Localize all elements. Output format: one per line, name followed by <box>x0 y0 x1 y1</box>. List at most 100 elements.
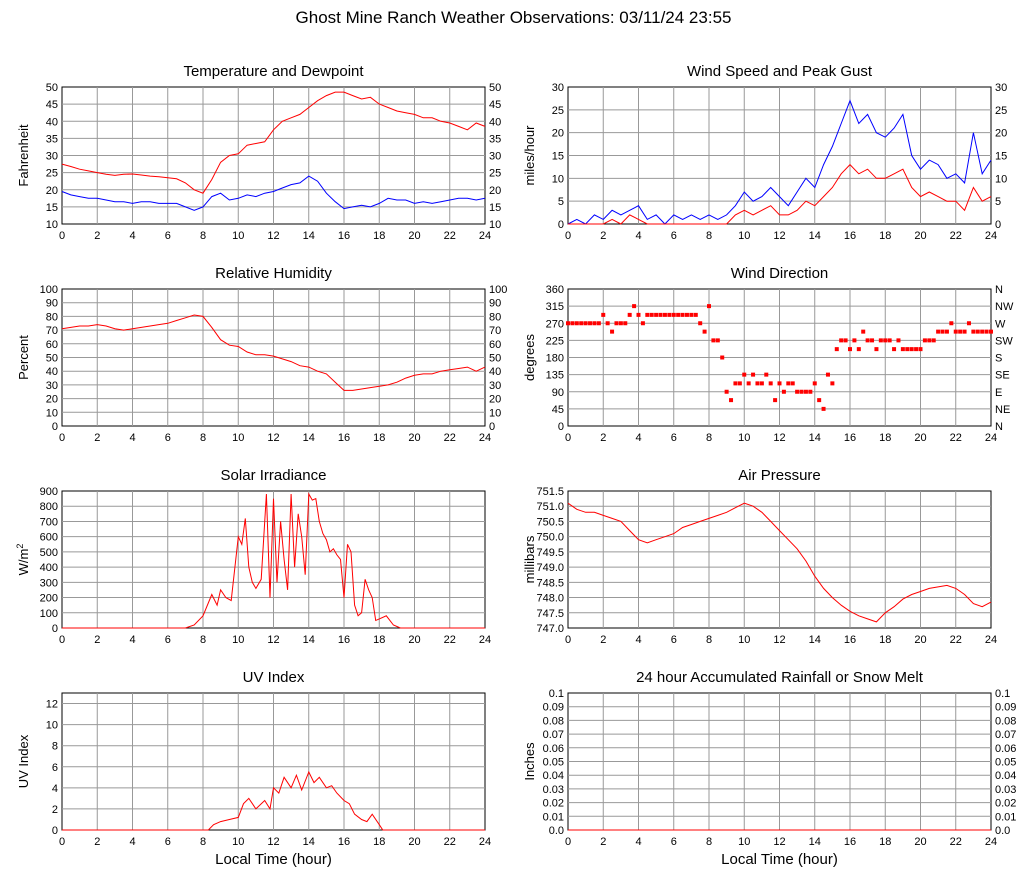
temp-x-tick-label: 18 <box>373 230 385 242</box>
dir-point <box>773 398 778 403</box>
pressure-y-tick-label: 747.5 <box>536 608 564 620</box>
solar-y-axis-label: W/m2 <box>15 544 31 576</box>
dir-x-tick-label: 24 <box>985 432 997 444</box>
dir-point <box>737 381 742 386</box>
solar-y-tick-label: 200 <box>40 593 58 605</box>
wind-right-tick-label: 20 <box>995 128 1007 140</box>
dir-point <box>698 321 703 326</box>
dir-point <box>927 338 932 343</box>
dir-x-tick-label: 10 <box>738 432 750 444</box>
dir-point <box>825 372 830 377</box>
dir-point <box>887 338 892 343</box>
wind-y-axis-label: miles/hour <box>522 125 537 186</box>
wind-x-tick-label: 16 <box>844 230 856 242</box>
dir-point <box>790 381 795 386</box>
rh-y-tick-label: 60 <box>46 339 58 351</box>
dir-point <box>821 406 826 411</box>
dir-point <box>724 389 729 394</box>
solar-x-tick-label: 8 <box>200 634 206 646</box>
temp-y-tick-label: 45 <box>46 99 58 111</box>
solar-y-tick-label: 400 <box>40 562 58 574</box>
pressure-y-tick-label: 751.0 <box>536 501 564 513</box>
pressure-y-tick-label: 749.5 <box>536 547 564 559</box>
wind-x-tick-label: 4 <box>635 230 641 242</box>
solar-y-tick-label: 700 <box>40 516 58 528</box>
dir-right-tick-label: NE <box>995 404 1010 416</box>
pressure-y-axis-label: millibars <box>522 535 537 583</box>
dir-point <box>574 321 579 326</box>
pressure-x-tick-label: 0 <box>565 634 571 646</box>
dir-point <box>592 321 597 326</box>
temp-x-tick-label: 4 <box>129 230 135 242</box>
temp-y-tick-label: 30 <box>46 151 58 163</box>
rain-x-tick-label: 2 <box>600 836 606 848</box>
solar-y-tick-label: 600 <box>40 532 58 544</box>
dir-x-tick-label: 22 <box>950 432 962 444</box>
rain-x-tick-label: 18 <box>879 836 891 848</box>
wind-x-tick-label: 18 <box>879 230 891 242</box>
rh-y-tick-label: 50 <box>46 353 58 365</box>
rain-x-tick-label: 20 <box>914 836 926 848</box>
solar-x-tick-label: 4 <box>129 634 135 646</box>
temp-right-tick-label: 30 <box>489 151 501 163</box>
dir-point <box>588 321 593 326</box>
dir-x-tick-label: 12 <box>773 432 785 444</box>
rh-y-tick-label: 70 <box>46 325 58 337</box>
dir-y-tick-label: 45 <box>552 404 564 416</box>
uv-x-tick-label: 6 <box>165 836 171 848</box>
rh-y-tick-label: 0 <box>52 421 58 433</box>
dir-point <box>940 329 945 334</box>
rh-right-tick-label: 30 <box>489 380 501 392</box>
uv-series-line-0 <box>62 770 485 831</box>
pressure-y-tick-label: 751.5 <box>536 486 564 498</box>
dir-point <box>971 329 976 334</box>
temp-x-tick-label: 20 <box>408 230 420 242</box>
dir-point <box>865 338 870 343</box>
pressure-x-tick-label: 8 <box>706 634 712 646</box>
temp-x-tick-label: 2 <box>94 230 100 242</box>
rh-y-tick-label: 100 <box>40 284 58 296</box>
rh-y-tick-label: 80 <box>46 311 58 323</box>
dir-point <box>711 338 716 343</box>
dir-point <box>662 312 667 317</box>
rh-x-tick-label: 14 <box>303 432 315 444</box>
temp-right-tick-label: 20 <box>489 185 501 197</box>
dir-y-tick-label: 135 <box>546 370 564 382</box>
pressure-y-tick-label: 749.0 <box>536 562 564 574</box>
wind-x-tick-label: 24 <box>985 230 997 242</box>
solar-x-tick-label: 0 <box>59 634 65 646</box>
rh-x-tick-label: 16 <box>338 432 350 444</box>
dir-point <box>693 312 698 317</box>
solar-y-tick-label: 0 <box>52 623 58 635</box>
rain-y-tick-label: 0.02 <box>543 798 564 810</box>
dir-y-tick-label: 90 <box>552 387 564 399</box>
temp-x-tick-label: 16 <box>338 230 350 242</box>
uv-x-tick-label: 22 <box>444 836 456 848</box>
solar-x-tick-label: 22 <box>444 634 456 646</box>
dir-chart-title: Wind Direction <box>731 265 829 282</box>
wind-right-tick-label: 25 <box>995 105 1007 117</box>
dir-point <box>610 329 615 334</box>
uv-y-tick-label: 2 <box>52 804 58 816</box>
dir-point <box>914 347 919 352</box>
wind-y-tick-label: 25 <box>552 105 564 117</box>
rh-right-tick-label: 60 <box>489 339 501 351</box>
dir-y-tick-label: 0 <box>558 421 564 433</box>
dir-x-tick-label: 18 <box>879 432 891 444</box>
dir-point <box>953 329 958 334</box>
dir-point <box>786 381 791 386</box>
rain-x-tick-label: 22 <box>950 836 962 848</box>
wind-right-tick-label: 10 <box>995 173 1007 185</box>
dir-point <box>839 338 844 343</box>
uv-y-tick-label: 6 <box>52 762 58 774</box>
rain-right-tick-label: 0.09 <box>995 702 1016 714</box>
temp-y-tick-label: 50 <box>46 82 58 94</box>
solar-x-tick-label: 14 <box>303 634 315 646</box>
temp-x-tick-label: 22 <box>444 230 456 242</box>
rain-x-tick-label: 12 <box>773 836 785 848</box>
rain-x-axis-label: Local Time (hour) <box>721 851 838 868</box>
dir-point <box>707 304 711 309</box>
temp-y-tick-label: 10 <box>46 219 58 231</box>
pressure-y-tick-label: 750.0 <box>536 532 564 544</box>
wind-x-tick-label: 22 <box>950 230 962 242</box>
